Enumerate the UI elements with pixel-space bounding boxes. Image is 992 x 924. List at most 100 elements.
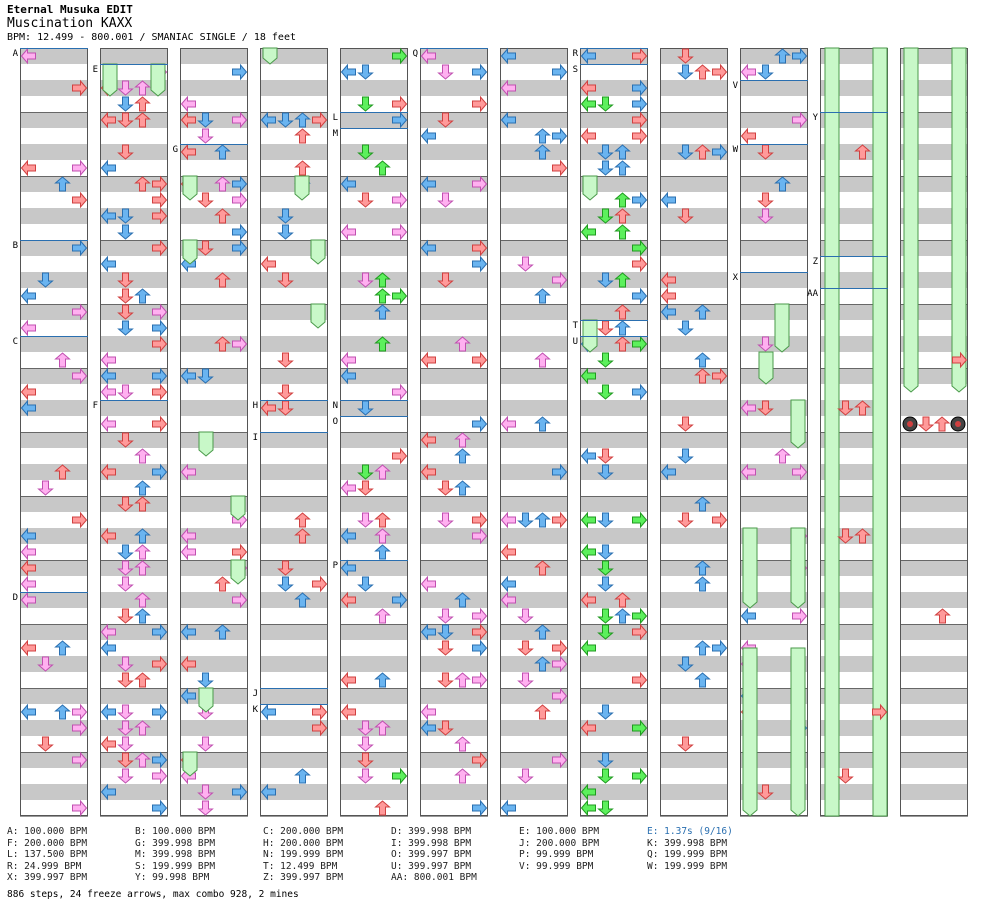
beat-stripe (580, 448, 648, 464)
beat-stripe (260, 448, 328, 464)
beat-stripe (100, 208, 168, 224)
beat-stripe (660, 368, 728, 384)
beat-stripe (580, 640, 648, 656)
freeze-arrow (150, 63, 166, 97)
right-arrow-pink (552, 687, 568, 705)
up-arrow-red (134, 176, 151, 192)
beat-stripe (20, 672, 88, 688)
up-arrow-pink (54, 352, 71, 368)
beat-stripe (420, 480, 488, 496)
up-arrow-pink (214, 176, 231, 192)
bpm-legend-entry: K: 399.998 BPM (647, 837, 728, 849)
beat-stripe (340, 416, 408, 432)
left-arrow-pink (420, 47, 436, 65)
beat-stripe (900, 560, 968, 576)
beat-stripe (500, 272, 568, 288)
chart-column (100, 48, 168, 817)
beat-stripe (340, 496, 408, 512)
beat-stripe (100, 128, 168, 144)
up-arrow-blue (54, 640, 71, 656)
up-arrow-red (214, 576, 231, 592)
beat-stripe (20, 304, 88, 320)
beat-stripe (340, 800, 408, 816)
beat-stripe (180, 368, 248, 384)
beat-stripe (100, 400, 168, 416)
beat-stripe (660, 304, 728, 320)
beat-stripe (900, 528, 968, 544)
beat-stripe (100, 256, 168, 272)
right-arrow-pink (72, 719, 88, 737)
beat-stripe (660, 608, 728, 624)
beat-stripe (900, 592, 968, 608)
beat-stripe (580, 496, 648, 512)
beat-stripe (660, 288, 728, 304)
beat-stripe (340, 208, 408, 224)
beat-stripe (500, 208, 568, 224)
beat-stripe (580, 224, 648, 240)
left-arrow-pink (180, 527, 196, 545)
down-arrow-pink (357, 512, 374, 528)
down-arrow-blue (677, 320, 694, 336)
left-arrow-blue (20, 703, 36, 721)
beat-stripe (900, 512, 968, 528)
right-arrow-blue (792, 47, 808, 65)
beat-stripe (580, 720, 648, 736)
right-arrow-green (632, 511, 648, 529)
right-arrow-red (152, 191, 168, 209)
right-arrow-blue (712, 143, 728, 161)
left-arrow-red (100, 463, 116, 481)
down-arrow-pink (197, 800, 214, 816)
down-arrow-pink (117, 384, 134, 400)
down-arrow-blue (277, 576, 294, 592)
beat-stripe (420, 144, 488, 160)
beat-stripe (740, 96, 808, 112)
up-arrow-red (614, 592, 631, 608)
beat-stripe (420, 720, 488, 736)
beat-stripe (100, 784, 168, 800)
left-arrow-pink (100, 351, 116, 369)
down-arrow-green (597, 608, 614, 624)
up-arrow-blue (134, 528, 151, 544)
beat-stripe (100, 688, 168, 704)
beat-stripe (420, 656, 488, 672)
beat-stripe (420, 752, 488, 768)
beat-stripe (180, 656, 248, 672)
beat-stripe (340, 656, 408, 672)
bpm-legend-entry: F: 200.000 BPM (7, 837, 88, 849)
beat-stripe (20, 496, 88, 512)
down-arrow-pink (437, 192, 454, 208)
beat-stripe (420, 448, 488, 464)
beat-stripe (660, 576, 728, 592)
right-arrow-blue (152, 463, 168, 481)
chart-column (820, 47, 888, 817)
left-arrow-blue (180, 687, 196, 705)
left-arrow-pink (340, 351, 356, 369)
beat-stripe (20, 800, 88, 816)
down-arrow-pink (357, 272, 374, 288)
bpm-change-label: S (573, 65, 578, 75)
beat-stripe (340, 672, 408, 688)
chart-column (660, 48, 728, 817)
right-arrow-red (152, 415, 168, 433)
bpm-change-label: H (253, 401, 258, 411)
down-arrow-red (677, 736, 694, 752)
beat-stripe (100, 736, 168, 752)
up-arrow-pink (534, 352, 551, 368)
beat-stripe (580, 272, 648, 288)
beat-stripe (180, 544, 248, 560)
left-arrow-red (180, 655, 196, 673)
up-arrow-red (374, 512, 391, 528)
down-arrow-blue (597, 512, 614, 528)
beat-stripe (420, 80, 488, 96)
down-arrow-blue (117, 208, 134, 224)
beat-stripe (100, 624, 168, 640)
left-arrow-blue (100, 703, 116, 721)
down-arrow-blue (757, 64, 774, 80)
up-arrow-blue (374, 544, 391, 560)
right-arrow-blue (472, 255, 488, 273)
down-arrow-red (277, 352, 294, 368)
bpm-legend-entry: O: 399.997 BPM (391, 849, 472, 860)
down-arrow-blue (117, 544, 134, 560)
down-arrow-pink (517, 672, 534, 688)
beat-stripe (900, 608, 968, 624)
